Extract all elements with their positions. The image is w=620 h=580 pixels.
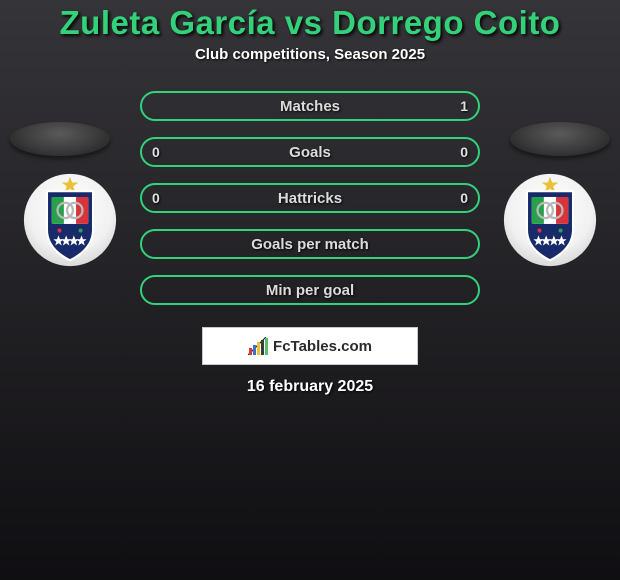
stat-row-matches: Matches 1 xyxy=(140,91,480,121)
stat-left-value: 0 xyxy=(152,144,160,160)
stat-label: Matches xyxy=(280,98,340,115)
stat-label: Min per goal xyxy=(266,282,354,299)
bar-chart-icon xyxy=(248,337,270,355)
stat-row-goals: 0 Goals 0 xyxy=(140,137,480,167)
page-title: Zuleta García vs Dorrego Coito xyxy=(60,4,561,42)
stat-row-min-per-goal: Min per goal xyxy=(140,275,480,305)
subtitle: Club competitions, Season 2025 xyxy=(195,46,425,63)
club-badge-right xyxy=(502,172,598,268)
date-text: 16 february 2025 xyxy=(247,378,373,396)
stat-label: Hattricks xyxy=(278,190,342,207)
stat-left-value: 0 xyxy=(152,190,160,206)
stat-row-hattricks: 0 Hattricks 0 xyxy=(140,183,480,213)
player-platform-right xyxy=(510,122,610,156)
stat-right-value: 0 xyxy=(460,144,468,160)
footer-brand-box: FcTables.com xyxy=(202,327,418,365)
stat-row-goals-per-match: Goals per match xyxy=(140,229,480,259)
stat-label: Goals per match xyxy=(251,236,369,253)
stat-right-value: 0 xyxy=(460,190,468,206)
stats-rows: Matches 1 0 Goals 0 0 Hattricks 0 Goals … xyxy=(140,91,480,305)
club-badge-left xyxy=(22,172,118,268)
brand-text: FcTables.com xyxy=(273,338,372,355)
stat-label: Goals xyxy=(289,144,331,161)
brand-label: FcTables.com xyxy=(248,337,372,355)
player-platform-left xyxy=(10,122,110,156)
card-content: Zuleta García vs Dorrego Coito Club comp… xyxy=(0,0,620,580)
stat-right-value: 1 xyxy=(460,98,468,114)
